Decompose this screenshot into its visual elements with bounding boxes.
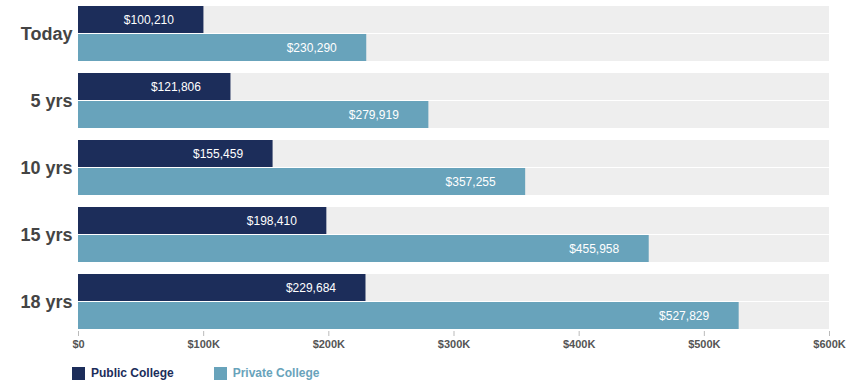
svg-text:$155,459: $155,459	[193, 147, 243, 161]
svg-text:5 yrs: 5 yrs	[30, 91, 72, 111]
svg-text:$527,829: $527,829	[659, 309, 709, 323]
svg-text:15 yrs: 15 yrs	[20, 225, 72, 245]
svg-text:$455,958: $455,958	[569, 242, 619, 256]
svg-text:$229,684: $229,684	[286, 281, 336, 295]
svg-text:$121,806: $121,806	[151, 80, 201, 94]
svg-text:10 yrs: 10 yrs	[20, 158, 72, 178]
svg-text:$500K: $500K	[688, 338, 720, 350]
html-text:Public College: Public College	[91, 366, 174, 380]
svg-text:$357,255: $357,255	[446, 175, 496, 189]
svg-text:$400K: $400K	[563, 338, 595, 350]
svg-text:$100,210: $100,210	[124, 13, 174, 27]
svg-text:Today: Today	[21, 24, 73, 44]
svg-text:$600K: $600K	[813, 338, 845, 350]
html-text:Private College: Private College	[232, 366, 320, 380]
svg-text:$300K: $300K	[438, 338, 470, 350]
svg-text:$0: $0	[72, 338, 84, 350]
svg-text:$198,410: $198,410	[247, 214, 297, 228]
svg-text:$200K: $200K	[313, 338, 345, 350]
svg-text:$100K: $100K	[187, 338, 219, 350]
svg-text:18 yrs: 18 yrs	[20, 292, 72, 312]
svg-text:$230,290: $230,290	[287, 41, 337, 55]
svg-text:$279,919: $279,919	[349, 108, 399, 122]
